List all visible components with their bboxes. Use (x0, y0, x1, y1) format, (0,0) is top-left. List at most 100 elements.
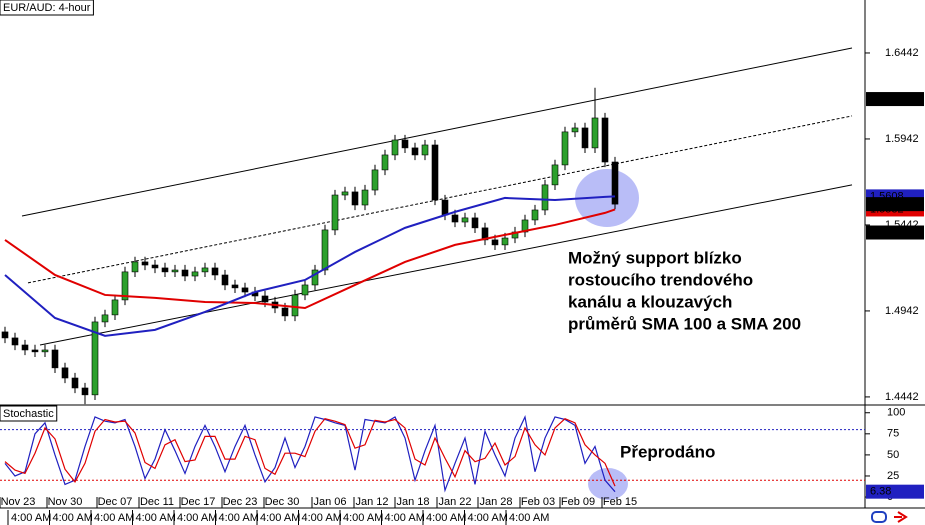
candle-body (161, 267, 169, 273)
time-label: 4:00 AM (468, 512, 508, 524)
y-tick-label: 1.6442 (885, 47, 919, 59)
candle-body (491, 239, 499, 246)
price-label-box (866, 92, 924, 107)
panel-title-box (0, 405, 58, 422)
y-tick-label: 75 (887, 428, 899, 440)
candle-body (151, 264, 159, 269)
time-label: 4:00 AM (260, 512, 300, 524)
candle-body (351, 191, 359, 206)
candle-body (31, 349, 39, 353)
x-tick-label: Jan 22 (438, 496, 471, 508)
candle-body (541, 184, 549, 211)
candle-body (581, 127, 589, 149)
candle-body (211, 267, 219, 276)
oscillator-line (4, 415, 616, 493)
moving-average (4, 208, 616, 310)
candle-body (471, 217, 479, 229)
candle-body (121, 271, 129, 301)
x-tick-label: Jan 06 (313, 496, 346, 508)
time-label: 4:00 AM (11, 512, 51, 524)
candle-body (441, 199, 449, 216)
candle-body (311, 269, 319, 286)
x-tick-label: Feb 15 (603, 496, 637, 508)
time-label: 4:00 AM (136, 512, 176, 524)
annotation: rostoucího trendového (568, 270, 753, 289)
x-tick-label: Nov 30 (48, 496, 83, 508)
candle-body (71, 377, 79, 389)
candle-body (521, 219, 529, 233)
x-tick-label: Feb 09 (561, 496, 595, 508)
price-label: 1.5563 (870, 198, 904, 210)
y-tick-label: 50 (887, 449, 899, 461)
candle-body (401, 139, 409, 149)
candle-body (1, 331, 9, 339)
highlight-circle (575, 169, 639, 227)
candle-body (391, 139, 399, 156)
y-tick-label: 1.4442 (885, 391, 919, 403)
candle-body (551, 164, 559, 186)
x-tick-label: Jan 28 (479, 496, 512, 508)
candle-body (321, 229, 329, 271)
time-label: 4:00 AM (177, 512, 217, 524)
price-label-box (866, 225, 924, 240)
price-label-box (866, 484, 924, 499)
price-label: 1.6174 (870, 93, 904, 105)
candle-body (421, 144, 429, 156)
candle-body (181, 269, 189, 277)
x-tick-label: Dec 30 (265, 496, 300, 508)
time-label: 4:00 AM (426, 512, 466, 524)
candle-body (431, 144, 439, 201)
candle-body (501, 237, 509, 246)
panel-title: EUR/AUD: 4-hour (3, 2, 91, 14)
annotation: průměrů SMA 100 a SMA 200 (568, 314, 801, 333)
icon (894, 511, 908, 523)
candle-body (361, 189, 369, 206)
annotation: Možný support blízko (568, 248, 742, 267)
x-tick-label: Dec 11 (140, 496, 174, 508)
annotation: Přeprodáno (620, 442, 715, 461)
candle-body (41, 349, 49, 353)
candle-body (111, 299, 119, 316)
price-label: 6.38 (870, 486, 891, 498)
y-tick-label: 100 (887, 407, 905, 419)
time-label: 4:00 AM (219, 512, 259, 524)
annotation: kanálu a klouzavých (568, 292, 732, 311)
moving-average (4, 195, 616, 337)
x-tick-label: Dec 23 (223, 496, 258, 508)
panel-title-box (0, 0, 94, 16)
candle-body (21, 344, 29, 351)
time-label: 4:00 AM (509, 512, 549, 524)
candle-body (461, 217, 469, 223)
candle-body (341, 191, 349, 196)
candle-body (101, 314, 109, 323)
x-tick-label: Feb 03 (521, 496, 555, 508)
candle-body (331, 194, 339, 231)
candle-body (241, 287, 249, 293)
candle-body (201, 267, 209, 273)
x-tick-label: Nov 23 (1, 496, 36, 508)
candle-body (291, 294, 299, 317)
time-label: 4:00 AM (53, 512, 93, 524)
x-tick-label: Jan 18 (396, 496, 429, 508)
candle-body (601, 117, 609, 163)
candle-body (381, 154, 389, 171)
candle-body (451, 214, 459, 223)
candle-body (261, 295, 269, 303)
oscillator-line (4, 417, 616, 487)
candle-body (81, 387, 89, 396)
price-label: 1.5398 (870, 226, 904, 238)
time-label: 4:00 AM (302, 512, 342, 524)
x-tick-label: Dec 17 (181, 496, 216, 508)
y-tick-label: 1.4942 (885, 305, 919, 317)
candle-body (371, 169, 379, 191)
y-tick-label: 25 (887, 470, 899, 482)
trend-line (27, 115, 853, 284)
candle-body (91, 321, 99, 396)
y-tick-label: 1.5942 (885, 133, 919, 145)
candle-body (591, 117, 599, 149)
candle-body (171, 269, 179, 273)
candle-body (51, 349, 59, 369)
candle-body (281, 307, 289, 317)
